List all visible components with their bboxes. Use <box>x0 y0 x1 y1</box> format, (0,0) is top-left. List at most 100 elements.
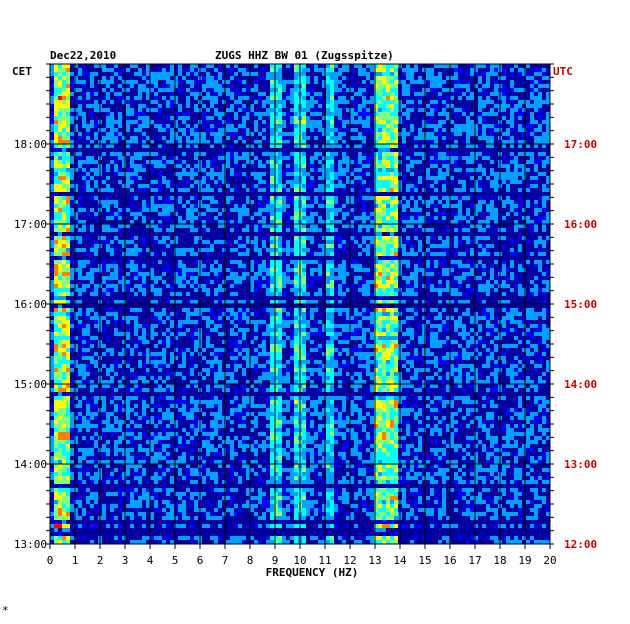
spectrogram-cell <box>214 200 218 204</box>
spectrogram-cell <box>422 284 426 288</box>
spectrogram-cell <box>470 156 474 160</box>
spectrogram-cell <box>390 156 394 160</box>
spectrogram-cell <box>130 180 134 184</box>
spectrogram-cell <box>386 152 390 156</box>
spectrogram-cell <box>342 212 346 216</box>
spectrogram-cell <box>278 280 282 284</box>
spectrogram-cell <box>134 120 138 124</box>
spectrogram-cell <box>186 292 190 296</box>
spectrogram-cell <box>314 152 318 156</box>
spectrogram-cell <box>78 288 82 292</box>
spectrogram-cell <box>286 312 290 316</box>
spectrogram-cell <box>366 160 370 164</box>
spectrogram-cell <box>70 344 74 348</box>
spectrogram-cell <box>190 212 194 216</box>
spectrogram-cell <box>386 284 390 288</box>
spectrogram-cell <box>302 308 306 312</box>
spectrogram-cell <box>86 96 90 100</box>
spectrogram-cell <box>246 116 250 120</box>
spectrogram-cell <box>230 300 234 304</box>
spectrogram-cell <box>394 268 398 272</box>
spectrogram-cell <box>414 80 418 84</box>
spectrogram-cell <box>326 208 330 212</box>
spectrogram-cell <box>490 128 494 132</box>
spectrogram-cell <box>346 196 350 200</box>
spectrogram-cell <box>278 348 282 352</box>
spectrogram-cell <box>354 276 358 280</box>
spectrogram-cell <box>490 144 494 148</box>
spectrogram-cell <box>102 80 106 84</box>
spectrogram-cell <box>418 240 422 244</box>
spectrogram-cell <box>274 140 278 144</box>
spectrogram-cell <box>118 92 122 96</box>
spectrogram-cell <box>278 84 282 88</box>
spectrogram-cell <box>426 228 430 232</box>
spectrogram-cell <box>374 112 378 116</box>
spectrogram-cell <box>486 308 490 312</box>
spectrogram-cell <box>370 64 374 68</box>
spectrogram-cell <box>174 80 178 84</box>
spectrogram-cell <box>518 268 522 272</box>
spectrogram-cell <box>494 220 498 224</box>
spectrogram-cell <box>122 80 126 84</box>
spectrogram-cell <box>386 92 390 96</box>
spectrogram-cell <box>194 328 198 332</box>
spectrogram-cell <box>482 168 486 172</box>
spectrogram-cell <box>542 292 546 296</box>
spectrogram-cell <box>378 136 382 140</box>
spectrogram-cell <box>214 68 218 72</box>
spectrogram-cell <box>526 152 530 156</box>
spectrogram-cell <box>410 284 414 288</box>
spectrogram-cell <box>474 220 478 224</box>
spectrogram-cell <box>334 184 338 188</box>
spectrogram-cell <box>222 300 226 304</box>
spectrogram-cell <box>330 80 334 84</box>
spectrogram-cell <box>138 88 142 92</box>
spectrogram-cell <box>166 84 170 88</box>
spectrogram-cell <box>438 328 442 332</box>
spectrogram-cell <box>358 168 362 172</box>
spectrogram-cell <box>222 240 226 244</box>
spectrogram-cell <box>434 176 438 180</box>
spectrogram-cell <box>242 72 246 76</box>
spectrogram-cell <box>354 168 358 172</box>
spectrogram-cell <box>494 84 498 88</box>
spectrogram-cell <box>378 156 382 160</box>
spectrogram-cell <box>446 336 450 340</box>
spectrogram-cell <box>254 172 258 176</box>
spectrogram-cell <box>82 208 86 212</box>
spectrogram-cell <box>458 72 462 76</box>
spectrogram-cell <box>538 172 542 176</box>
spectrogram-cell <box>54 180 58 184</box>
spectrogram-cell <box>210 344 214 348</box>
spectrogram-cell <box>422 88 426 92</box>
spectrogram-cell <box>126 108 130 112</box>
spectrogram-cell <box>154 180 158 184</box>
spectrogram-cell <box>134 292 138 296</box>
spectrogram-cell <box>182 168 186 172</box>
spectrogram-cell <box>278 180 282 184</box>
spectrogram-cell <box>442 88 446 92</box>
spectrogram-cell <box>202 184 206 188</box>
spectrogram-cell <box>126 316 130 320</box>
spectrogram-cell <box>230 292 234 296</box>
spectrogram-cell <box>382 248 386 252</box>
spectrogram-cell <box>138 164 142 168</box>
spectrogram-cell <box>294 284 298 288</box>
spectrogram-cell <box>294 168 298 172</box>
spectrogram-cell <box>330 212 334 216</box>
spectrogram-cell <box>262 344 266 348</box>
spectrogram-cell <box>270 172 274 176</box>
spectrogram-cell <box>238 172 242 176</box>
spectrogram-cell <box>330 284 334 288</box>
spectrogram-cell <box>58 128 62 132</box>
spectrogram-cell <box>334 104 338 108</box>
spectrogram-cell <box>242 120 246 124</box>
spectrogram-cell <box>218 116 222 120</box>
spectrogram-cell <box>270 280 274 284</box>
spectrogram-cell <box>530 316 534 320</box>
spectrogram-cell <box>58 108 62 112</box>
spectrogram-cell <box>94 100 98 104</box>
spectrogram-cell <box>138 116 142 120</box>
spectrogram-cell <box>262 188 266 192</box>
